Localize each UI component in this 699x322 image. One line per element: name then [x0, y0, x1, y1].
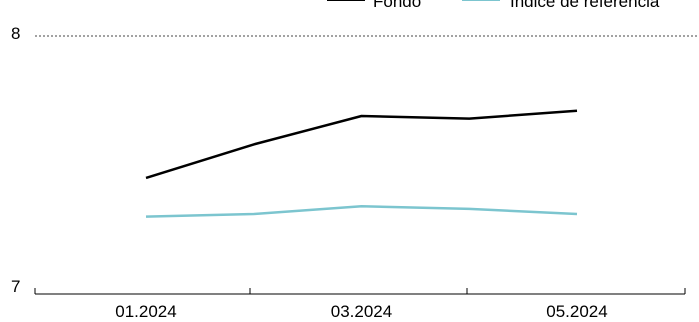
y-tick-label-top: 8 — [11, 24, 20, 43]
series-line-0 — [145, 109, 578, 180]
x-axis-ticks: 01.2024 03.2024 05.2024 — [34, 288, 686, 321]
x-tick-label-1: 03.2024 — [331, 302, 392, 321]
legend: Fondo Índice de referencia — [327, 0, 660, 11]
legend-label-fondo: Fondo — [373, 0, 421, 11]
y-tick-label-bottom: 7 — [11, 277, 20, 296]
series-line-1 — [145, 205, 578, 218]
series-group — [145, 109, 578, 218]
legend-label-indice: Índice de referencia — [510, 0, 660, 11]
x-tick-label-0: 01.2024 — [115, 302, 176, 321]
x-tick-label-2: 05.2024 — [546, 302, 607, 321]
